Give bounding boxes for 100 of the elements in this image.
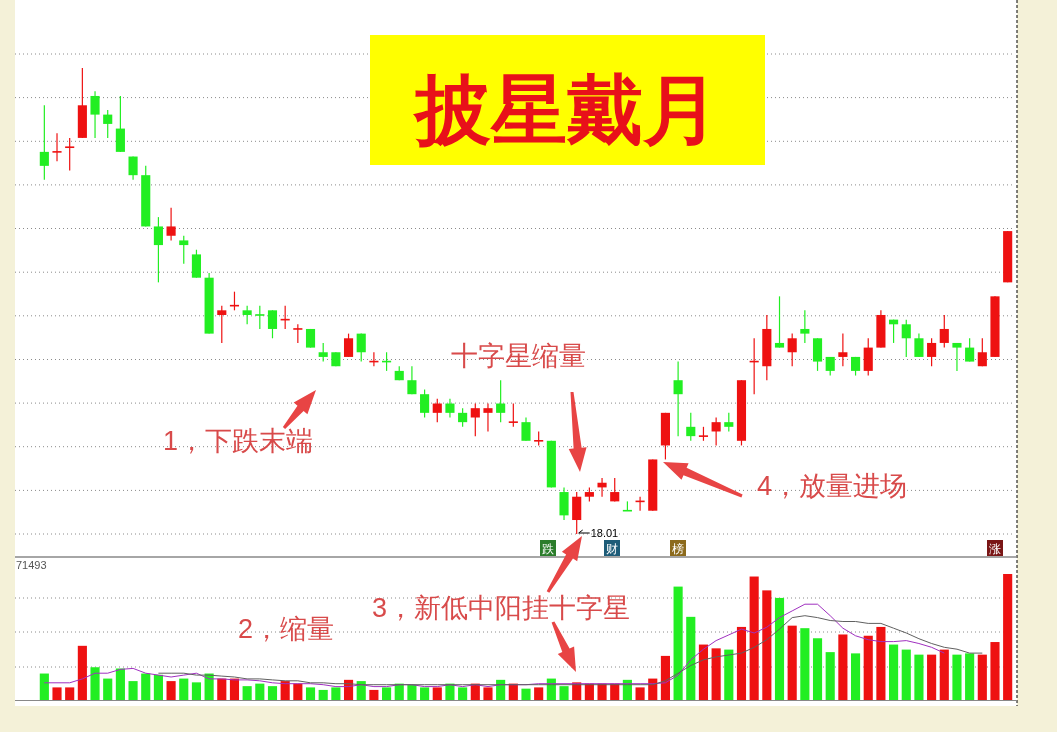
bar xyxy=(52,687,62,700)
candlestick xyxy=(952,342,962,372)
bar xyxy=(115,668,125,700)
bar xyxy=(825,652,835,700)
bar xyxy=(39,673,49,700)
bar xyxy=(914,654,924,700)
bar xyxy=(65,687,75,700)
bar xyxy=(318,689,328,700)
bar xyxy=(660,655,670,700)
candlestick xyxy=(293,323,303,344)
annotation: 2，缩量 xyxy=(238,614,335,644)
bar xyxy=(255,683,265,700)
candlestick xyxy=(927,337,937,367)
bar xyxy=(698,644,709,700)
candlestick xyxy=(977,337,987,367)
candlestick xyxy=(559,486,569,521)
candlestick xyxy=(432,398,442,423)
candlestick xyxy=(686,412,696,442)
bar xyxy=(217,678,227,700)
candlestick xyxy=(496,379,506,423)
candlestick xyxy=(673,360,683,437)
candlestick xyxy=(597,477,607,498)
bar xyxy=(635,687,645,700)
bar xyxy=(673,586,683,700)
bar xyxy=(584,683,594,700)
bar xyxy=(787,625,797,700)
candlestick xyxy=(179,235,189,265)
bar xyxy=(927,654,937,700)
candlestick xyxy=(52,132,62,162)
bar xyxy=(724,649,734,700)
candlestick xyxy=(65,137,75,172)
candlestick xyxy=(318,342,328,363)
bar xyxy=(800,628,810,700)
bar xyxy=(965,653,975,700)
bar xyxy=(305,687,316,700)
bar xyxy=(838,634,848,700)
bar xyxy=(166,681,176,700)
bar xyxy=(736,626,747,700)
bar xyxy=(432,687,442,700)
candlestick xyxy=(483,402,493,433)
bar xyxy=(977,654,987,700)
bar xyxy=(90,667,100,700)
candlestick xyxy=(191,249,201,279)
annotation: 1，下跌末端 xyxy=(163,426,314,456)
candlestick xyxy=(508,402,518,428)
candlestick xyxy=(901,319,911,358)
candlestick xyxy=(445,398,455,419)
bar xyxy=(863,635,873,700)
candlestick xyxy=(242,305,252,325)
bar xyxy=(1003,574,1013,700)
bar xyxy=(103,678,113,700)
bar xyxy=(420,687,430,700)
candlestick xyxy=(965,337,975,363)
candlestick xyxy=(356,333,366,363)
bar xyxy=(331,687,341,700)
candlestick xyxy=(267,309,278,339)
bar xyxy=(521,688,531,700)
bar xyxy=(508,683,518,700)
candlestick xyxy=(90,90,100,139)
bar xyxy=(293,683,303,700)
bar xyxy=(382,687,392,700)
bar xyxy=(407,684,417,700)
bar xyxy=(939,649,949,700)
bar xyxy=(280,681,290,700)
candlestick xyxy=(914,333,924,358)
bar xyxy=(851,653,861,700)
bar xyxy=(179,678,189,700)
candlestick xyxy=(420,388,430,419)
candlestick xyxy=(153,216,163,283)
bar xyxy=(686,616,696,700)
annotation: 4，放量进场 xyxy=(757,471,908,501)
bar xyxy=(876,626,886,700)
bar xyxy=(242,686,252,700)
bar xyxy=(458,687,468,700)
candlestick xyxy=(939,314,949,349)
annotation: 3，新低中阳挂十字星 xyxy=(372,593,631,623)
candlestick xyxy=(572,491,582,535)
chart-title: 披星戴月 xyxy=(412,67,719,152)
bar xyxy=(496,679,506,700)
bar xyxy=(610,683,620,700)
bar xyxy=(229,678,240,700)
candlestick xyxy=(255,305,265,330)
bar xyxy=(77,645,87,700)
bar xyxy=(369,689,379,700)
bar xyxy=(762,590,772,700)
bar xyxy=(901,649,911,700)
bar xyxy=(889,644,899,700)
bar xyxy=(812,638,823,700)
candlestick xyxy=(39,104,49,181)
bar xyxy=(952,654,962,700)
candlestick xyxy=(470,402,480,437)
bar xyxy=(356,681,366,700)
annotation: 18.01 xyxy=(590,527,619,539)
text: 71493 xyxy=(16,559,47,571)
candlestick xyxy=(863,337,873,377)
candlestick xyxy=(711,416,721,447)
bar xyxy=(153,674,163,700)
candlestick xyxy=(800,309,810,344)
bar xyxy=(483,687,493,700)
candlestick xyxy=(812,337,823,372)
